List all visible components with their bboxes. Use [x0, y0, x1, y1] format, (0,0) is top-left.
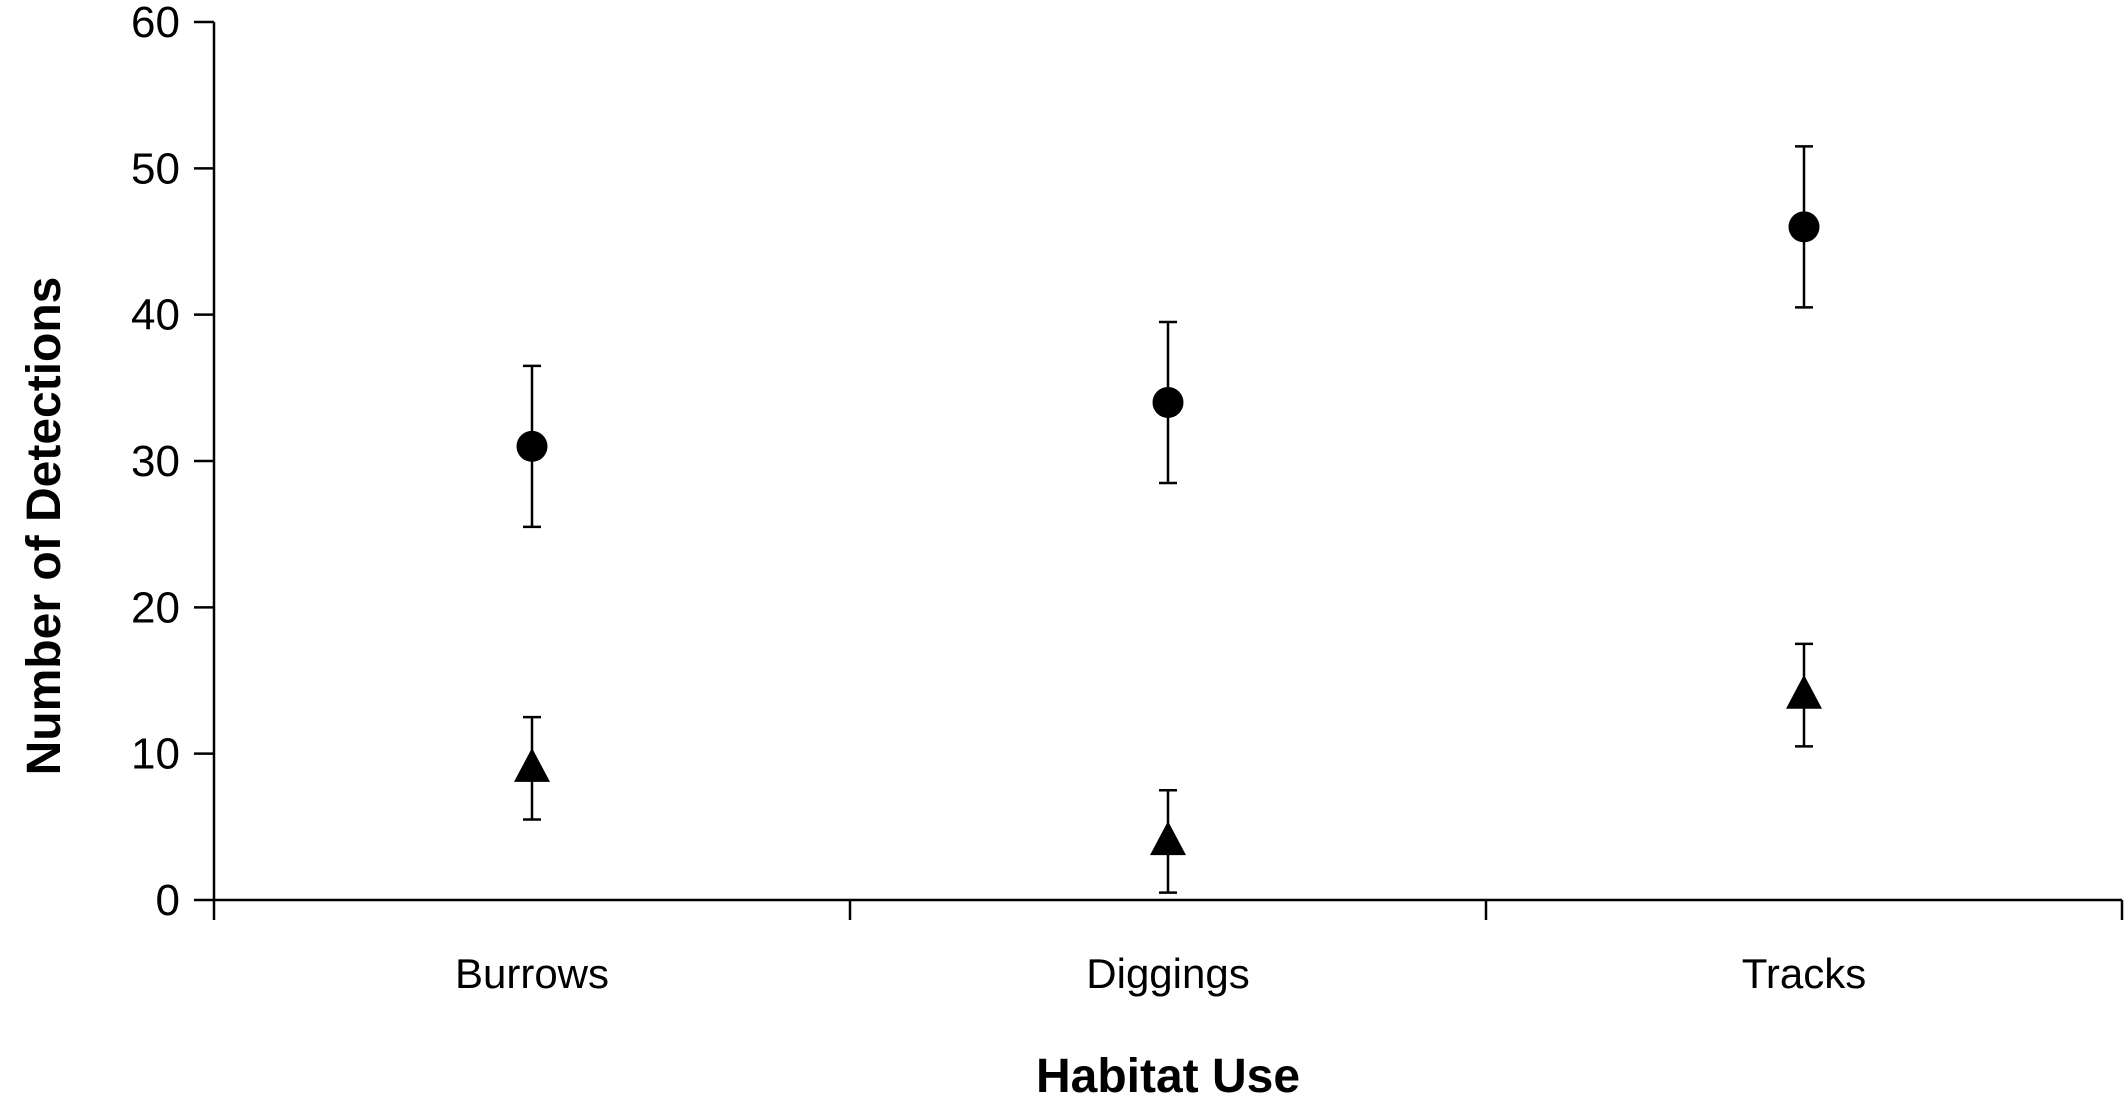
- data-point-circle: [1152, 386, 1184, 418]
- y-tick-label: 40: [131, 291, 180, 340]
- data-point-triangle: [1786, 674, 1822, 709]
- y-tick-label: 20: [131, 583, 180, 632]
- y-tick-label: 60: [131, 0, 180, 47]
- y-axis-ticks: 0 10 20 30 40 50 60: [131, 0, 214, 925]
- y-tick-label: 50: [131, 144, 180, 193]
- data-point-circle: [516, 430, 548, 462]
- data-point-triangle: [514, 747, 550, 782]
- x-axis-ticks: Burrows Diggings Tracks: [212, 900, 2124, 997]
- x-category-label: Tracks: [1742, 950, 1866, 997]
- data-point-triangle: [1150, 821, 1186, 856]
- x-category-label: Burrows: [455, 950, 609, 997]
- x-category-label: Diggings: [1086, 950, 1249, 997]
- y-tick-label: 30: [131, 437, 180, 486]
- y-axis-title: Number of Detections: [18, 277, 71, 776]
- data-marks: [514, 145, 1822, 894]
- data-point-circle: [1788, 211, 1820, 243]
- y-tick-label: 0: [156, 876, 180, 925]
- y-tick-label: 10: [131, 730, 180, 779]
- x-axis-title: Habitat Use: [1036, 1050, 1300, 1102]
